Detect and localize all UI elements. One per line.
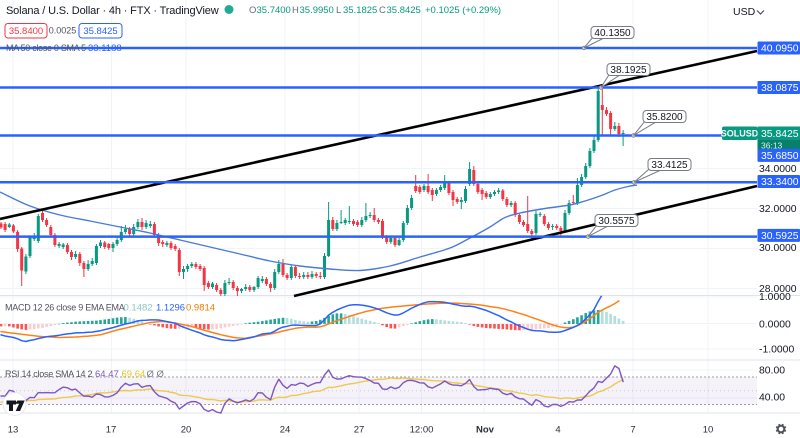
svg-text:40.1350: 40.1350 xyxy=(594,28,631,39)
svg-text:12:00: 12:00 xyxy=(410,425,434,436)
svg-text:35.8425: 35.8425 xyxy=(387,5,421,16)
svg-text:17: 17 xyxy=(106,425,117,436)
svg-text:RSI 14 close SMA 14 2: RSI 14 close SMA 14 2 xyxy=(5,369,93,379)
svg-text:35.9950: 35.9950 xyxy=(300,5,334,16)
svg-text:34.0000: 34.0000 xyxy=(759,164,797,175)
svg-text:Nov: Nov xyxy=(476,425,495,436)
svg-text:-1.0000: -1.0000 xyxy=(759,344,794,355)
svg-text:MACD 12 26 close 9 EMA EMA: MACD 12 26 close 9 EMA EMA xyxy=(5,303,125,313)
svg-text:4: 4 xyxy=(555,425,560,436)
svg-text:35.8400: 35.8400 xyxy=(9,26,43,37)
svg-text:30.5575: 30.5575 xyxy=(598,216,635,227)
svg-text:33.4125: 33.4125 xyxy=(651,160,688,171)
svg-text:10: 10 xyxy=(703,425,714,436)
svg-text:Ø Ø: Ø Ø xyxy=(147,369,165,380)
svg-text:35.8425: 35.8425 xyxy=(83,26,117,37)
svg-text:36:13: 36:13 xyxy=(761,140,783,150)
svg-text:35.8425: 35.8425 xyxy=(761,129,799,140)
svg-text:MA 50 close 0 SMA 5: MA 50 close 0 SMA 5 xyxy=(6,43,86,53)
svg-text:40.0950: 40.0950 xyxy=(761,44,799,55)
svg-text:0.9814: 0.9814 xyxy=(186,303,215,314)
svg-text:O: O xyxy=(249,5,256,16)
svg-text:C: C xyxy=(379,5,386,16)
svg-text:20: 20 xyxy=(181,425,192,436)
svg-text:0.0000: 0.0000 xyxy=(759,320,791,331)
svg-text:35.1825: 35.1825 xyxy=(343,5,377,16)
svg-text:13: 13 xyxy=(8,425,19,436)
svg-text:L: L xyxy=(336,5,341,16)
svg-text:1.0000: 1.0000 xyxy=(759,292,791,303)
svg-text:80.00: 80.00 xyxy=(759,365,785,376)
svg-text:28.0000: 28.0000 xyxy=(759,284,797,295)
svg-text:SOLUSD: SOLUSD xyxy=(721,128,759,138)
svg-text:Solana / U.S. Dollar · 4h · FT: Solana / U.S. Dollar · 4h · FTX · Tradin… xyxy=(6,5,219,17)
svg-text:64.47: 64.47 xyxy=(95,369,119,380)
svg-text:USD: USD xyxy=(733,6,756,18)
svg-text:35.7400: 35.7400 xyxy=(257,5,291,16)
svg-text:1.1296: 1.1296 xyxy=(156,303,185,314)
svg-text:24: 24 xyxy=(280,425,291,436)
svg-text:30.0000: 30.0000 xyxy=(759,243,797,254)
svg-text:35.8200: 35.8200 xyxy=(646,112,683,123)
svg-text:+0.1025 (+0.29%): +0.1025 (+0.29%) xyxy=(425,5,501,16)
svg-text:0.0025: 0.0025 xyxy=(49,26,77,36)
svg-text:69.64: 69.64 xyxy=(122,369,146,380)
svg-text:H: H xyxy=(292,5,299,16)
svg-text:35.6850: 35.6850 xyxy=(761,151,799,162)
svg-text:30.5925: 30.5925 xyxy=(761,231,799,242)
svg-text:7: 7 xyxy=(630,425,635,436)
svg-text:0.1482: 0.1482 xyxy=(124,303,153,314)
svg-text:33.3400: 33.3400 xyxy=(761,177,799,188)
svg-text:27: 27 xyxy=(354,425,365,436)
svg-text:40.00: 40.00 xyxy=(759,393,785,404)
svg-text:33.1188: 33.1188 xyxy=(88,43,122,54)
svg-text:38.0875: 38.0875 xyxy=(761,83,799,94)
svg-text:38.1925: 38.1925 xyxy=(610,65,647,76)
svg-text:32.0000: 32.0000 xyxy=(759,204,797,215)
